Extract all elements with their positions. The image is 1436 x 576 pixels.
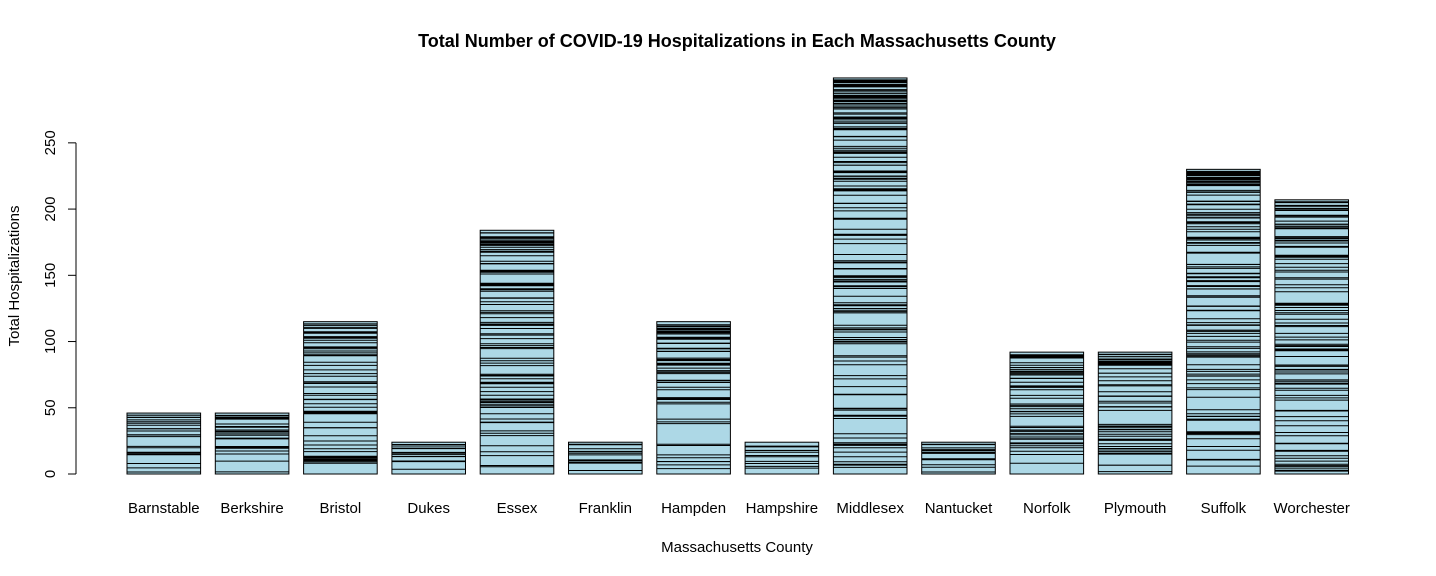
bar-segments-barnstable — [127, 414, 201, 473]
bar-middlesex — [832, 77, 908, 475]
bar-segments-hampshire — [745, 445, 819, 469]
y-tick-label-50: 50 — [42, 399, 59, 416]
bar-segments-suffolk — [1186, 170, 1261, 467]
bar-segments-dukes — [391, 444, 466, 470]
x-tick-label-bristol: Bristol — [320, 500, 362, 517]
bar-segments-norfolk — [1010, 354, 1084, 464]
bar-segments-plymouth — [1098, 353, 1172, 473]
bar-rect-berkshire — [214, 412, 290, 475]
bar-rect-hampshire — [744, 441, 820, 475]
bar-rect-essex — [479, 229, 555, 475]
x-tick-label-dukes: Dukes — [407, 500, 450, 517]
bar-segments-hampden — [656, 324, 731, 470]
x-tick-label-worchester: Worchester — [1273, 500, 1349, 517]
x-tick-label-norfolk: Norfolk — [1023, 500, 1071, 517]
bar-segments-middlesex — [833, 79, 907, 468]
y-tick-label-150: 150 — [42, 263, 59, 288]
y-tick-label-250: 250 — [42, 130, 59, 155]
bar-rect-franklin — [568, 441, 643, 475]
bar-franklin — [568, 441, 643, 475]
y-axis: 0 50 100 150 200 250 — [42, 130, 77, 478]
y-axis-title: Total Hospitalizations — [6, 206, 23, 347]
bar-essex — [479, 229, 555, 475]
x-tick-label-middlesex: Middlesex — [836, 500, 904, 517]
x-tick-label-plymouth: Plymouth — [1104, 500, 1167, 517]
x-tick-label-franklin: Franklin — [579, 500, 632, 517]
x-tick-label-essex: Essex — [497, 500, 538, 517]
bar-hampshire — [744, 441, 820, 475]
bar-segments-essex — [480, 232, 554, 468]
x-tick-label-barnstable: Barnstable — [128, 500, 200, 517]
bar-rect-suffolk — [1186, 168, 1261, 475]
bar-segments-franklin — [568, 443, 643, 471]
bar-rect-nantucket — [921, 441, 996, 475]
bar-dukes — [391, 441, 466, 475]
bar-worchester — [1274, 199, 1350, 475]
bar-segments-worchester — [1274, 201, 1349, 472]
bar-nantucket — [921, 441, 996, 475]
x-axis-labels: Barnstable Berkshire Bristol Dukes Essex Fran… — [128, 500, 1350, 517]
bar-rect-norfolk — [1009, 351, 1085, 475]
bar-segments-bristol — [303, 323, 378, 464]
bar-hampden — [656, 321, 731, 475]
x-tick-label-berkshire: Berkshire — [220, 500, 283, 517]
bar-suffolk — [1186, 168, 1261, 475]
bar-barnstable — [126, 412, 202, 475]
bar-segments-berkshire — [215, 414, 289, 473]
x-tick-label-suffolk: Suffolk — [1201, 500, 1247, 517]
chart-title: Total Number of COVID-19 Hospitalization… — [418, 31, 1056, 51]
x-axis-title: Massachusetts County — [661, 539, 813, 556]
x-tick-label-hampden: Hampden — [661, 500, 726, 517]
y-tick-label-0: 0 — [42, 470, 59, 478]
bar-bristol — [303, 321, 378, 475]
x-tick-label-nantucket: Nantucket — [925, 500, 993, 517]
y-tick-label-200: 200 — [42, 197, 59, 222]
bar-segments-nantucket — [921, 443, 996, 473]
bar-norfolk — [1009, 351, 1085, 475]
bar-plymouth — [1097, 351, 1173, 475]
x-tick-label-hampshire: Hampshire — [746, 500, 819, 517]
bar-rect-plymouth — [1097, 351, 1173, 475]
y-tick-label-100: 100 — [42, 329, 59, 354]
bar-berkshire — [214, 412, 290, 475]
bars-group — [126, 77, 1350, 475]
